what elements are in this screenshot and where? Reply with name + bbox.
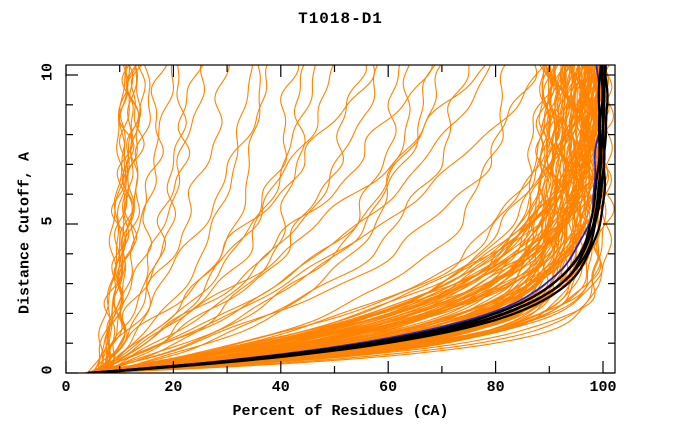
y-tick-label: 5 bbox=[39, 216, 57, 226]
y-tick-label: 10 bbox=[39, 62, 57, 82]
predictions-curve bbox=[92, 65, 175, 373]
predictions-curve bbox=[97, 65, 433, 373]
y-axis-label: Distance Cutoff, A bbox=[16, 151, 34, 315]
predictions-curve bbox=[103, 65, 378, 373]
predictions-curve bbox=[84, 65, 554, 373]
predictions-curve bbox=[98, 65, 506, 373]
predictions-curve bbox=[97, 65, 261, 373]
predictions-curve bbox=[92, 65, 491, 373]
predictions-curve bbox=[90, 65, 593, 373]
x-axis-label: Percent of Residues (CA) bbox=[232, 403, 449, 420]
predictions-curve bbox=[97, 65, 254, 373]
x-tick-label: 60 bbox=[379, 379, 398, 396]
predictions-curve bbox=[95, 65, 600, 373]
x-tick-label: 0 bbox=[61, 379, 71, 396]
predictions-curve bbox=[92, 65, 436, 373]
x-tick-label: 100 bbox=[589, 379, 617, 396]
predictions-curve bbox=[97, 65, 203, 373]
predictions-curve bbox=[87, 65, 486, 373]
predictions-curve bbox=[85, 65, 599, 373]
predictions-curve bbox=[97, 65, 334, 373]
predictions-curve bbox=[97, 65, 151, 373]
predictions-curve bbox=[84, 65, 564, 373]
predictions-curve bbox=[84, 65, 602, 373]
predictions-curve bbox=[98, 65, 306, 373]
predictions-curve bbox=[103, 65, 470, 373]
predictions-curve bbox=[103, 65, 300, 373]
best-models-curve bbox=[90, 65, 607, 373]
predictions-curve bbox=[90, 65, 598, 373]
predictions-curve bbox=[92, 65, 375, 373]
best-models-curve bbox=[89, 65, 609, 373]
predictions-curve bbox=[103, 65, 206, 373]
predictions-curve bbox=[87, 65, 615, 373]
predictions-curve bbox=[95, 65, 602, 373]
predictions-curve bbox=[87, 65, 367, 373]
x-tick-label: 80 bbox=[486, 379, 505, 396]
predictions-curve bbox=[90, 65, 605, 373]
x-tick-label: 40 bbox=[271, 379, 290, 396]
predictions-curve bbox=[90, 65, 607, 373]
predictions-curve bbox=[98, 65, 602, 373]
chart-title: T1018-D1 bbox=[298, 10, 383, 28]
predictions-curve bbox=[86, 65, 586, 373]
predictions-curve bbox=[108, 65, 187, 373]
y-tick-label: 0 bbox=[39, 365, 57, 375]
curves-layer bbox=[84, 65, 615, 373]
predictions-curve bbox=[92, 65, 545, 373]
predictions-curve bbox=[103, 65, 411, 373]
predictions-curve bbox=[87, 65, 268, 373]
predictions-curve bbox=[84, 65, 564, 373]
predictions-curve bbox=[106, 65, 134, 373]
plot-frame bbox=[65, 64, 616, 374]
predictions-curve bbox=[105, 65, 128, 373]
predictions-curve bbox=[92, 65, 230, 373]
predictions-curve bbox=[100, 65, 138, 373]
predictions-curve bbox=[90, 65, 584, 373]
predictions-curve bbox=[108, 65, 140, 373]
x-tick-label: 20 bbox=[164, 379, 183, 396]
predictions-curve bbox=[85, 65, 598, 373]
